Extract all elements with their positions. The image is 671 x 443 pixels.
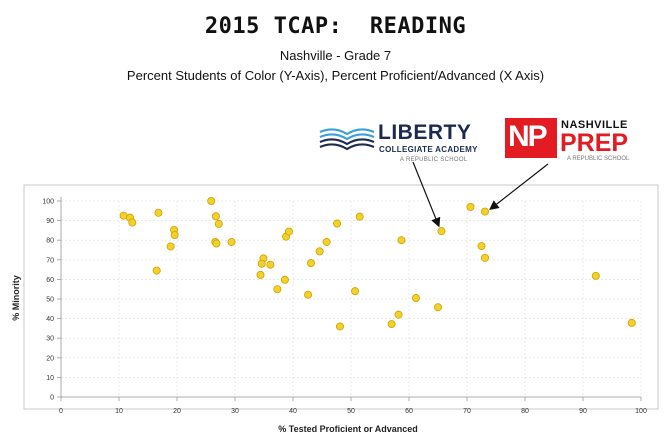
chart-title: 2015 TCAP: READING <box>204 14 467 39</box>
data-point <box>257 259 266 268</box>
data-point <box>154 208 163 217</box>
data-point <box>304 290 313 299</box>
y-tick-labels: 0 10 20 30 40 50 60 70 80 90 100 <box>42 199 54 402</box>
np-logo-initials: NP <box>508 120 548 153</box>
data-points <box>119 196 636 331</box>
data-point <box>591 271 600 280</box>
data-point <box>212 239 221 248</box>
data-point <box>315 247 324 256</box>
np-logo-name-bottom: PREP <box>560 129 629 157</box>
y-tick-label: 100 <box>42 199 54 206</box>
book-icon <box>319 128 375 151</box>
data-point <box>322 237 331 246</box>
x-tick-label: 90 <box>579 408 587 415</box>
chart-subtitle-district: Nashville - Grade 7 <box>279 48 392 63</box>
nashville-prep-arrow <box>489 163 549 211</box>
data-point <box>170 231 179 240</box>
data-point <box>152 266 161 275</box>
y-tick-label: 20 <box>46 355 54 362</box>
data-point <box>166 242 175 251</box>
data-point <box>306 259 315 268</box>
liberty-logo-name: LIBERTY <box>378 121 472 144</box>
x-tick-label: 0 <box>59 408 63 415</box>
plot-frame <box>23 184 659 410</box>
x-tick-label: 80 <box>521 408 529 415</box>
liberty-logo-subtitle: COLLEGIATE ACADEMY <box>379 145 478 154</box>
data-point <box>355 212 364 221</box>
data-point <box>207 196 216 205</box>
nashville-prep-logo: NP NASHVILLE PREP A REPUBLIC SCHOOL <box>505 118 635 166</box>
data-point <box>266 260 275 269</box>
x-axis-label: % Tested Proficient or Advanced <box>278 424 418 434</box>
x-tick-label: 40 <box>289 408 297 415</box>
liberty-logo-tagline: A REPUBLIC SCHOOL <box>400 157 468 163</box>
x-tick-label: 60 <box>405 408 413 415</box>
data-point <box>437 227 446 236</box>
data-point <box>214 219 223 228</box>
data-point <box>480 253 489 262</box>
grid-lines <box>60 200 642 398</box>
axes <box>57 197 642 401</box>
data-point <box>128 218 137 227</box>
liberty-logo: LIBERTY COLLEGIATE ACADEMY A REPUBLIC SC… <box>318 118 478 168</box>
x-tick-label: 20 <box>173 408 181 415</box>
data-point <box>333 219 342 228</box>
y-tick-label: 0 <box>50 395 54 402</box>
x-tick-labels: 0 10 20 30 40 50 60 70 80 90 100 <box>59 408 647 415</box>
y-tick-label: 60 <box>46 277 54 284</box>
data-point <box>256 270 265 279</box>
np-logo-tagline: A REPUBLIC SCHOOL <box>567 156 630 162</box>
data-point <box>411 294 420 303</box>
x-tick-label: 50 <box>347 408 355 415</box>
chart-subtitle-axes: Percent Students of Color (Y-Axis), Perc… <box>126 68 545 83</box>
annotation-arrows <box>412 161 549 228</box>
data-point <box>211 212 220 221</box>
data-point <box>284 227 293 236</box>
np-logo-box: NP <box>505 118 557 158</box>
data-point <box>477 242 486 251</box>
y-tick-label: 70 <box>46 257 54 264</box>
x-tick-label: 10 <box>115 408 123 415</box>
y-tick-label: 90 <box>46 218 54 225</box>
x-tick-label: 30 <box>231 408 239 415</box>
y-tick-label: 80 <box>46 238 54 245</box>
data-point <box>335 322 344 331</box>
data-point <box>433 303 442 312</box>
y-axis-label: % Minority <box>11 275 21 321</box>
data-point <box>351 287 360 296</box>
liberty-arrow <box>412 161 441 228</box>
data-point <box>273 285 282 294</box>
data-point <box>466 202 475 211</box>
data-point <box>397 236 406 245</box>
data-point <box>387 320 396 329</box>
y-tick-label: 30 <box>46 336 54 343</box>
data-point <box>480 207 489 216</box>
data-point <box>227 237 236 246</box>
data-point <box>627 318 636 327</box>
y-tick-label: 10 <box>46 375 54 382</box>
np-logo-name-top: NASHVILLE <box>561 119 628 131</box>
data-point <box>280 275 289 284</box>
y-tick-label: 40 <box>46 316 54 323</box>
x-tick-label: 100 <box>635 408 647 415</box>
x-tick-label: 70 <box>463 408 471 415</box>
data-point <box>394 310 403 319</box>
y-tick-label: 50 <box>46 297 54 304</box>
